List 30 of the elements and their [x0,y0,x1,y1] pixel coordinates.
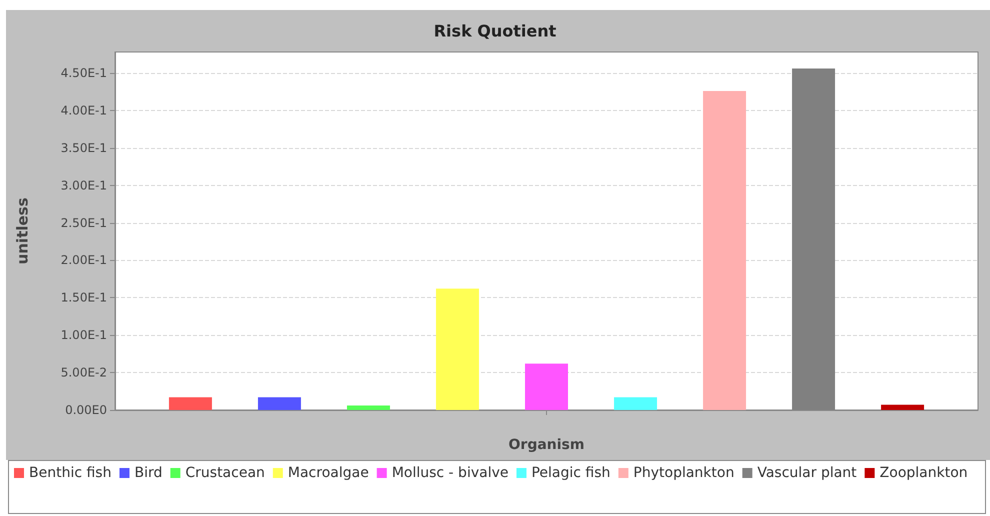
y-tick-label: 1.50E-1 [60,290,107,305]
y-axis-title: unitless [14,198,32,264]
x-axis-title: Organism [508,437,584,453]
bar [258,397,301,410]
bar [436,288,479,410]
legend-label: Benthic fish [29,465,112,481]
legend-label: Mollusc - bivalve [392,465,508,481]
bar [614,397,658,410]
y-tick-label: 0.00E0 [65,403,107,417]
legend-label: Bird [134,465,162,481]
y-tick-label: 4.00E-1 [60,103,107,118]
y-tick-label: 2.00E-1 [60,253,107,268]
legend-label: Macroalgae [288,465,369,481]
bar [881,404,924,410]
bar [168,397,212,410]
legend-label: Pelagic fish [531,465,610,481]
y-tick-label: 4.50E-1 [60,66,107,80]
y-tick-label: 3.00E-1 [60,178,107,192]
bar [346,406,390,410]
chart-title: Risk Quotient [434,22,557,40]
legend-label: Phytoplankton [633,465,734,481]
legend-label: Zooplankton [880,465,968,481]
legend-label: Crustacean [185,465,265,481]
bar [525,364,568,410]
y-tick-label: 3.50E-1 [60,140,107,155]
y-tick-label: 2.50E-1 [60,216,107,230]
y-tick-label: 5.00E-2 [60,366,107,380]
bar [703,90,746,410]
y-tick-label: 1.00E-1 [60,328,107,342]
legend-label: Vascular plant [757,465,858,481]
